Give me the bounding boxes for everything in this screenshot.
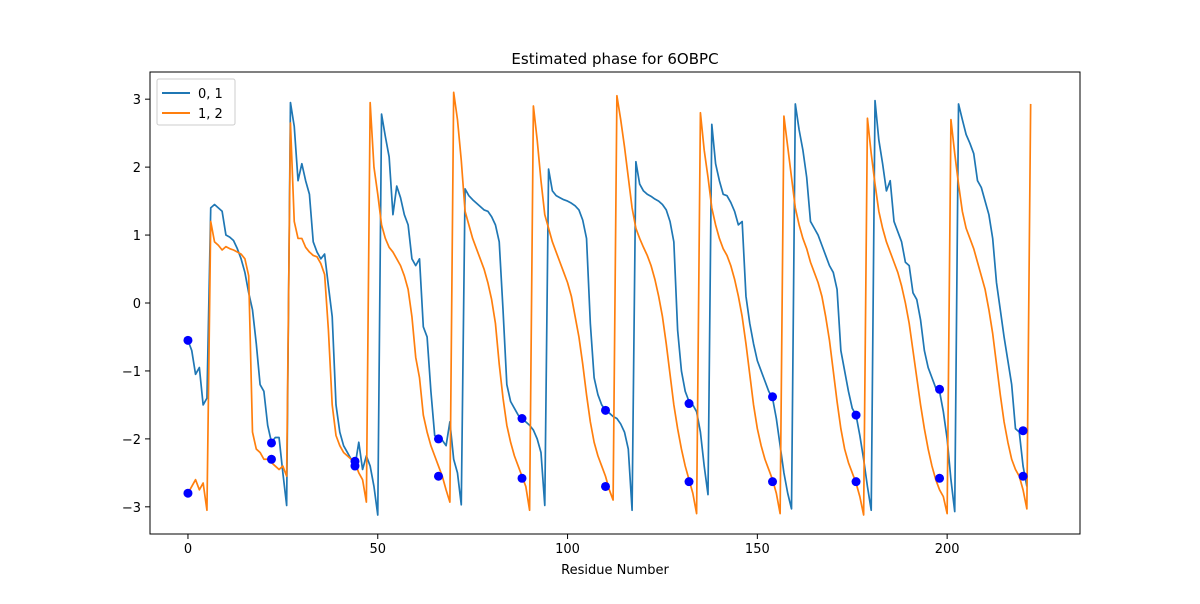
marker-point-8: [517, 414, 527, 423]
marker-point-10: [601, 405, 611, 415]
y-tick-label-1: 2: [133, 161, 141, 176]
y-tick-label-4: −1: [122, 365, 141, 380]
x-tick-label-2: 100: [555, 542, 580, 557]
marker-point-3: [266, 454, 276, 464]
y-tick-label-2: 1: [133, 229, 141, 244]
legend-box: [156, 78, 236, 126]
marker-point-13: [684, 477, 694, 487]
marker-point-18: [935, 384, 945, 394]
marker-point-0: [183, 335, 193, 345]
legend: 0, 1 1, 2: [156, 78, 236, 126]
marker-point-16: [851, 410, 861, 420]
series-lines: [187, 91, 1032, 516]
legend-label-0: 0, 1: [198, 87, 223, 102]
series-line-0: [187, 99, 1028, 516]
marker-point-12: [684, 399, 694, 409]
series-line-1: [187, 91, 1032, 516]
plot-frame: [149, 71, 1081, 535]
marker-point-7: [433, 471, 443, 481]
marker-point-15: [768, 477, 778, 487]
marker-point-19: [935, 473, 945, 483]
y-tick-label-3: 0: [133, 297, 141, 312]
x-tick-label-4: 200: [935, 542, 960, 557]
marker-point-20: [1018, 426, 1028, 436]
chart-title: Estimated phase for 6OBPC: [511, 50, 718, 68]
y-tick-label-5: −2: [122, 433, 141, 448]
marker-point-1: [183, 488, 193, 498]
axes: 0 50 100 150 200 3 2 1 0 −1 −2 −3: [122, 93, 960, 557]
marker-point-2: [266, 438, 276, 448]
y-tick-label-0: 3: [133, 93, 141, 108]
marker-point-5: [350, 461, 360, 471]
legend-label-1: 1, 2: [198, 107, 223, 122]
marker-point-17: [851, 477, 861, 487]
x-tick-label-1: 50: [369, 542, 386, 557]
marker-point-21: [1018, 471, 1028, 481]
marker-points: [183, 335, 1028, 498]
marker-point-9: [517, 473, 527, 483]
marker-point-6: [433, 434, 443, 444]
x-axis-label: Residue Number: [561, 563, 669, 578]
x-tick-label-3: 150: [745, 542, 770, 557]
x-tick-label-0: 0: [184, 542, 192, 557]
marker-point-14: [768, 392, 778, 402]
y-tick-label-6: −3: [122, 501, 141, 516]
marker-point-11: [601, 481, 611, 491]
